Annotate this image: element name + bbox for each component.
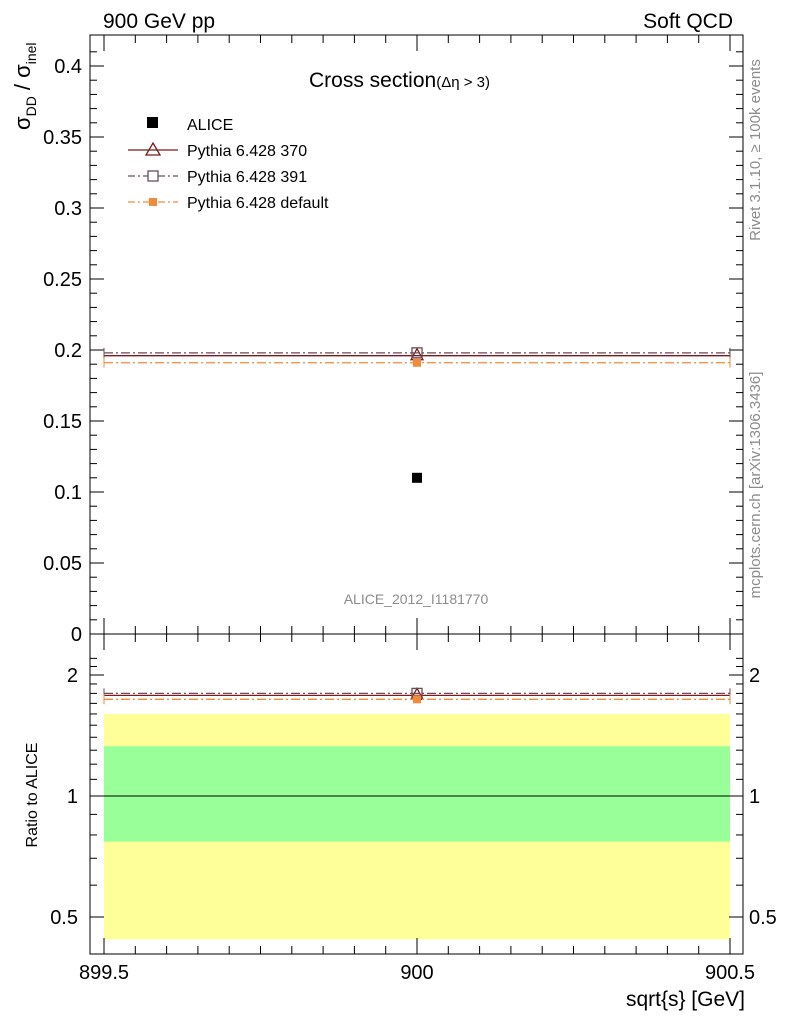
analysis-tag: ALICE_2012_I1181770 [344, 591, 489, 607]
y-label-mid: / σ [10, 64, 35, 96]
main-series-group [103, 347, 731, 483]
legend-label-default: Pythia 6.428 default [187, 195, 329, 212]
ratio-y-tick-label-right: 2 [749, 665, 760, 687]
x-axis: 899.5 900 900.5 [79, 35, 755, 984]
main-y-tick-label: 0.3 [54, 198, 82, 220]
chart-title-main: Cross section [309, 69, 436, 92]
y-label-sigma: σ [10, 116, 35, 130]
main-y-tick-label: 0.05 [43, 553, 82, 575]
side-label-lower: mcplots.cern.ch [arXiv:1306.3436] [747, 372, 764, 599]
ratio-y-tick-label-left: 0.5 [50, 907, 78, 929]
main-y-axis: 0 0.05 0.1 0.15 0.2 0.25 0.3 0.35 0.4 [43, 51, 743, 646]
legend-marker-alice [147, 117, 158, 128]
chart-title-sub: (Δη > 3) [436, 74, 490, 91]
ratio-y-tick-label-left: 1 [67, 786, 78, 808]
main-y-tick-label: 0.1 [54, 482, 82, 504]
main-y-tick-label: 0.25 [43, 269, 82, 291]
main-y-tick-label: 0.2 [54, 340, 82, 362]
main-panel: 0 0.05 0.1 0.15 0.2 0.25 0.3 0.35 0.4 Cross sect… [10, 34, 744, 646]
x-tick-label: 899.5 [79, 962, 129, 984]
ratio-y-label: Ratio to ALICE [24, 743, 41, 848]
main-point-alice [412, 472, 422, 483]
ratio-panel: 0.5 0.51 12 2 899.5 900 900.5 Ratio to ALICE … [24, 35, 777, 1011]
side-label-upper: Rivet 3.1.10, ≥ 100k events [747, 59, 764, 241]
main-y-label: σDD / σinel [10, 42, 39, 130]
ratio-series-group [103, 686, 731, 705]
y-label-sub-inel: inel [23, 42, 39, 64]
ratio-y-axis: 0.5 0.5 1 1 2 2 [50, 657, 777, 929]
ratio-y-tick-label-left: 2 [67, 665, 78, 687]
legend-marker-default [149, 198, 157, 206]
legend-label-alice: ALICE [187, 117, 233, 134]
main-marker-filled-square [413, 358, 421, 367]
x-axis-label: sqrt{s} [GeV] [626, 988, 745, 1011]
chart-title: Cross section(Δη > 3) [309, 69, 490, 92]
legend-label-391: Pythia 6.428 391 [187, 169, 307, 186]
legend-marker-391 [147, 170, 159, 182]
legend-label-370: Pythia 6.428 370 [187, 143, 307, 160]
header-left: 900 GeV pp [103, 10, 215, 33]
ratio-band-inner [104, 746, 730, 842]
legend: ALICE Pythia 6.428 370 Pythia 6.428 391 … [128, 117, 329, 212]
ratio-marker-filled-square [413, 695, 421, 704]
ratio-bands [104, 713, 730, 940]
main-marker-square [411, 347, 423, 359]
x-tick-label: 900.5 [705, 962, 755, 984]
legend-marker-370 [144, 141, 162, 156]
ratio-y-tick-label-right: 1 [749, 786, 760, 808]
main-y-tick-label: 0.35 [43, 127, 82, 149]
y-label-sub-dd: DD [23, 96, 39, 116]
main-y-tick-label: 0.15 [43, 411, 82, 433]
ratio-y-tick-label-right: 0.5 [749, 907, 777, 929]
x-tick-label: 900 [400, 962, 433, 984]
header-right: Soft QCD [643, 10, 733, 33]
main-y-tick-label: 0 [71, 624, 82, 646]
main-y-tick-label: 0.4 [54, 56, 82, 78]
